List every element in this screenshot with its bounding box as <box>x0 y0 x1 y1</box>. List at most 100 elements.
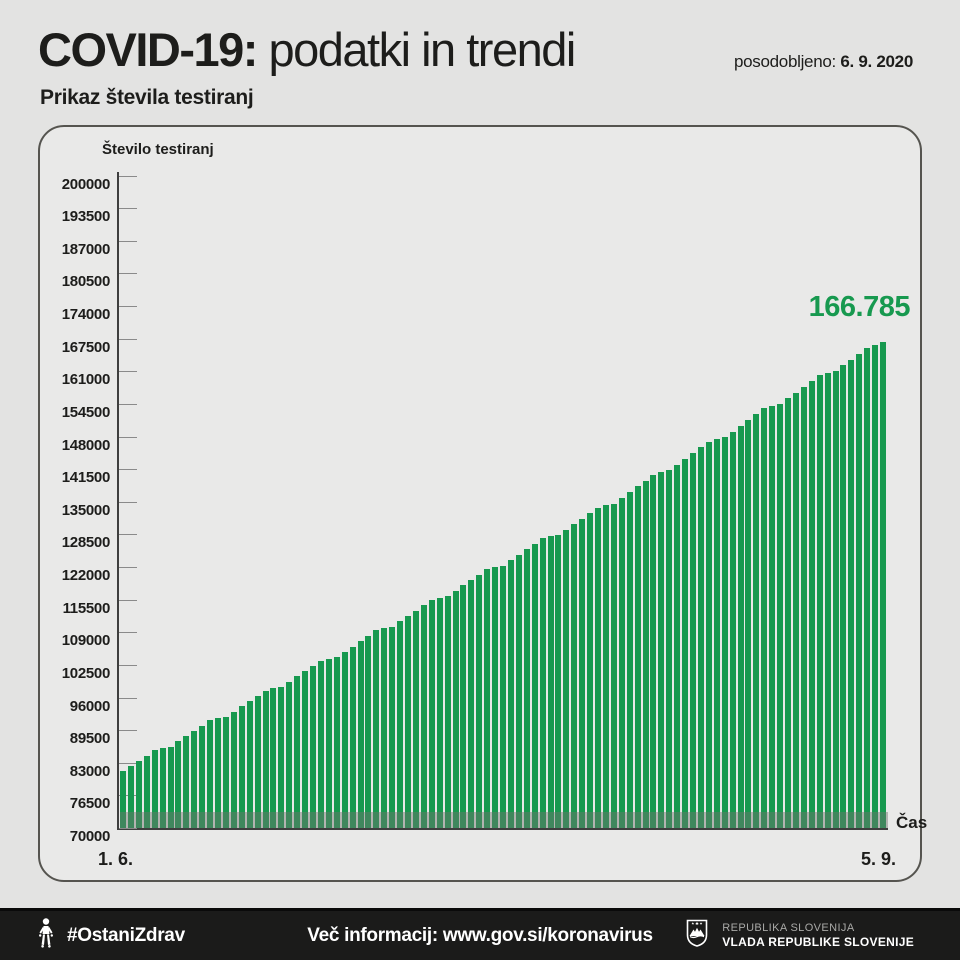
page-title: COVID-19: podatki in trendi <box>38 22 576 77</box>
y-tick <box>119 664 137 666</box>
y-axis-line <box>117 172 119 830</box>
bar <box>428 599 435 828</box>
y-tick <box>119 697 137 699</box>
slovenia-coat-of-arms-icon <box>686 919 708 952</box>
bar <box>143 755 150 828</box>
bar <box>792 392 799 828</box>
bar <box>151 750 158 828</box>
bar <box>302 671 309 828</box>
bar <box>650 474 657 828</box>
bar <box>167 746 174 828</box>
bar <box>602 505 609 828</box>
bar <box>484 569 491 828</box>
y-tick <box>119 599 137 601</box>
bar <box>317 660 324 828</box>
y-tick-label: 128500 <box>61 534 111 552</box>
last-value-label: 166.785 <box>808 291 911 323</box>
bar <box>880 342 887 828</box>
y-tick-label: 109000 <box>61 632 111 650</box>
bar <box>238 706 245 828</box>
bar <box>800 386 807 828</box>
bar <box>547 536 554 828</box>
bar <box>642 480 649 828</box>
bar <box>721 437 728 828</box>
bar <box>270 688 277 828</box>
bar <box>523 549 530 828</box>
bar <box>872 344 879 828</box>
y-tick <box>119 534 137 536</box>
y-tick <box>119 240 137 242</box>
footer-hashtag: #OstaniZdrav <box>67 924 185 946</box>
y-tick-label: 135000 <box>61 501 111 519</box>
bar <box>618 497 625 828</box>
bar <box>120 771 126 828</box>
bar <box>222 716 229 828</box>
bar <box>579 518 586 828</box>
y-tick-label: 200000 <box>61 175 111 193</box>
bar <box>452 590 459 828</box>
bar <box>832 371 839 828</box>
bar <box>230 711 237 828</box>
y-tick <box>119 371 137 373</box>
bar <box>563 529 570 828</box>
bar <box>785 398 792 828</box>
bar <box>397 621 404 828</box>
y-tick <box>119 306 137 307</box>
bar <box>682 458 689 828</box>
government-label: REPUBLIKA SLOVENIJA VLADA REPUBLIKE SLOV… <box>722 922 914 949</box>
y-tick-label: 148000 <box>61 436 111 454</box>
y-tick-label: 102500 <box>61 664 111 682</box>
bar <box>381 628 388 828</box>
y-tick-label: 70000 <box>69 828 111 845</box>
y-tick <box>119 338 137 340</box>
bar <box>460 585 467 828</box>
chart-card: Število testiranj 200000 193500 187000 1805… <box>38 125 927 882</box>
bar <box>294 676 301 828</box>
y-tick-label: 174000 <box>61 306 111 323</box>
y-axis-title: Število testiranj <box>102 141 214 158</box>
bar <box>658 472 665 828</box>
y-tick <box>119 436 137 438</box>
bar <box>175 741 182 828</box>
bar <box>690 453 697 828</box>
bar <box>246 701 253 828</box>
y-tick <box>119 208 137 210</box>
y-tick-label: 141500 <box>61 469 111 487</box>
government-label-vlada: VLADA REPUBLIKE SLOVENIJE <box>722 935 914 949</box>
y-tick <box>119 273 137 275</box>
y-tick-label: 76500 <box>69 795 111 813</box>
x-axis-end-label: 5. 9. <box>860 849 896 869</box>
bar <box>191 730 198 828</box>
bar <box>325 658 332 828</box>
bar <box>492 566 499 828</box>
bar <box>713 439 720 828</box>
y-tick <box>119 730 137 732</box>
bar <box>262 690 269 828</box>
bar <box>357 641 364 828</box>
bar <box>515 554 522 828</box>
updated-label: posodobljeno: <box>733 52 841 71</box>
bar <box>127 766 134 828</box>
y-tick-label: 187000 <box>61 240 111 258</box>
bar <box>824 372 831 828</box>
updated-date: 6. 9. 2020 <box>840 52 913 71</box>
bar <box>444 596 451 828</box>
bar <box>729 431 736 828</box>
y-tick <box>119 175 137 177</box>
bar <box>705 441 712 828</box>
bar <box>777 404 784 828</box>
y-tick <box>119 501 137 503</box>
bar <box>587 513 594 828</box>
bar <box>207 720 214 828</box>
bar <box>745 420 752 828</box>
page-title-rest: podatki in trendi <box>256 23 576 76</box>
bar <box>555 534 562 828</box>
y-tick <box>119 469 137 471</box>
bar <box>278 687 285 828</box>
bar <box>412 610 419 828</box>
x-axis-start-label: 1. 6. <box>98 849 134 869</box>
bar <box>595 507 602 828</box>
bar <box>420 605 427 828</box>
bar <box>310 665 317 828</box>
y-tick-label: 154500 <box>61 403 111 421</box>
